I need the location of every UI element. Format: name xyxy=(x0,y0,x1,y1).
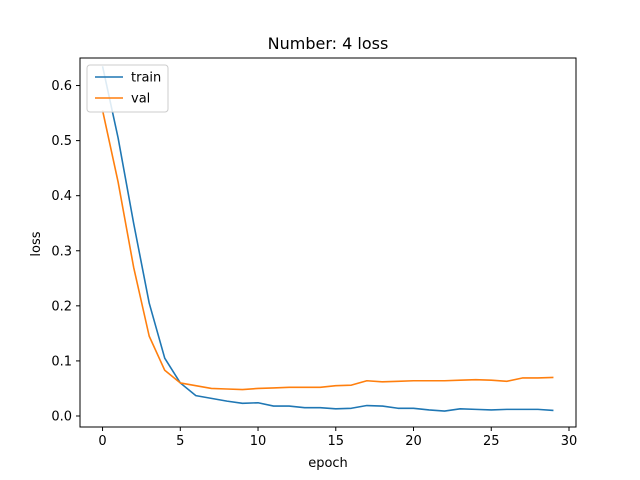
x-axis-label: epoch xyxy=(308,456,348,471)
x-tick-label-1: 5 xyxy=(176,434,184,449)
y-tick-label-6: 0.6 xyxy=(51,79,72,94)
x-tick-label-6: 30 xyxy=(561,434,578,449)
legend: train val xyxy=(86,64,169,113)
legend-label-train: train xyxy=(131,71,161,86)
y-tick-label-0: 0.0 xyxy=(51,409,72,424)
x-tick-label-0: 0 xyxy=(98,434,106,449)
series-line-train xyxy=(101,66,554,412)
x-tick-label-2: 10 xyxy=(250,434,267,449)
x-tick-label-5: 25 xyxy=(483,434,500,449)
x-tick-label-3: 15 xyxy=(328,434,345,449)
plot-area: 0 5 10 15 20 25 30 0.0 0.1 0.2 0.3 0.4 0.5 0.6 xyxy=(51,66,577,449)
y-tick-label-1: 0.1 xyxy=(51,354,72,369)
y-tick-label-3: 0.3 xyxy=(51,244,72,259)
y-tick-label-4: 0.4 xyxy=(51,189,72,204)
legend-label-val: val xyxy=(131,92,150,107)
chart-title: Number: 4 loss xyxy=(268,34,389,53)
y-tick-label-2: 0.2 xyxy=(51,299,72,314)
series-line-val xyxy=(101,110,554,391)
plot-frame xyxy=(79,57,577,428)
y-tick-label-5: 0.5 xyxy=(51,134,72,149)
y-axis-label: loss xyxy=(29,231,44,256)
x-tick-label-4: 20 xyxy=(405,434,422,449)
